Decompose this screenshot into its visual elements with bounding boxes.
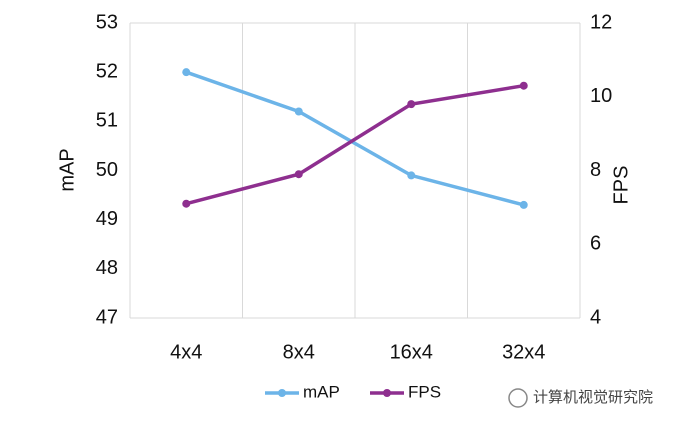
y2-tick-label: 10 — [590, 85, 612, 107]
watermark-text: 计算机视觉研究院 — [533, 388, 653, 406]
point — [407, 171, 416, 180]
y2-tick-label: 12 — [590, 11, 612, 33]
point — [294, 107, 303, 116]
y-tick-label: 53 — [96, 11, 118, 33]
y2-axis-label: FPS — [610, 166, 632, 205]
point — [182, 199, 191, 208]
watermark-icon — [508, 388, 528, 408]
y-axis-label: mAP — [56, 148, 78, 191]
point — [407, 100, 416, 109]
series-line — [185, 83, 525, 206]
legend-label: mAP — [303, 382, 340, 401]
series-line — [185, 70, 525, 207]
watermark: 计算机视觉研究院 — [508, 388, 653, 408]
point — [519, 81, 528, 90]
y-tick-label: 51 — [96, 110, 118, 132]
x-tick-label: 32x4 — [502, 341, 545, 363]
y-tick-label: 49 — [96, 208, 118, 230]
y-tick-label: 47 — [96, 306, 118, 328]
y2-tick-label: 8 — [590, 159, 601, 181]
legend-marker — [278, 389, 286, 397]
point — [182, 68, 191, 77]
y2-tick-label: 4 — [590, 306, 601, 328]
point — [519, 200, 528, 209]
x-tick-label: 4x4 — [170, 341, 202, 363]
y-tick-label: 48 — [96, 257, 118, 279]
legend-label: FPS — [408, 382, 441, 401]
y-tick-label: 50 — [96, 159, 118, 181]
x-tick-label: 8x4 — [283, 341, 315, 363]
y-tick-label: 52 — [96, 60, 118, 82]
y2-tick-label: 6 — [590, 233, 601, 255]
point — [294, 170, 303, 179]
x-tick-label: 16x4 — [390, 341, 433, 363]
legend-marker — [383, 389, 391, 397]
